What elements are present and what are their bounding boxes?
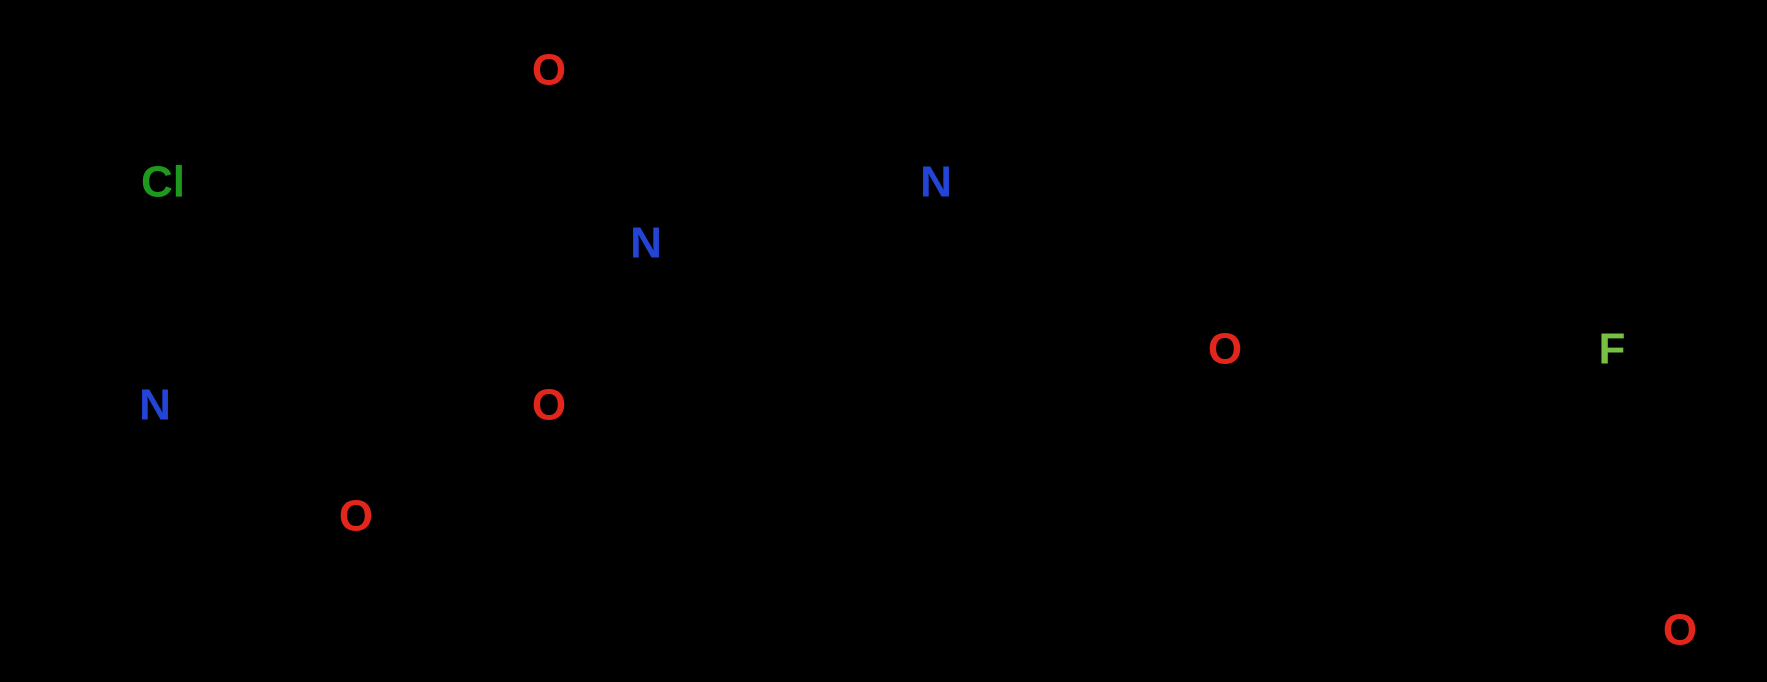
svg-text:F: F [1599,325,1626,374]
svg-text:H: H [87,381,119,430]
svg-text:Cl: Cl [141,158,185,207]
svg-text:N: N [630,219,662,268]
svg-text:O: O [1208,325,1242,374]
svg-text:O: O [1663,606,1697,655]
svg-text:N: N [920,158,952,207]
svg-text:H: H [1612,606,1644,655]
svg-text:O: O [339,492,373,541]
svg-text:N: N [139,381,171,430]
svg-text:O: O [532,381,566,430]
molecule-diagram: ClH2NOOOHNNOFH2O [0,0,1767,682]
svg-text:O: O [532,46,566,95]
svg-text:2: 2 [1644,626,1661,659]
svg-text:2: 2 [119,401,136,434]
